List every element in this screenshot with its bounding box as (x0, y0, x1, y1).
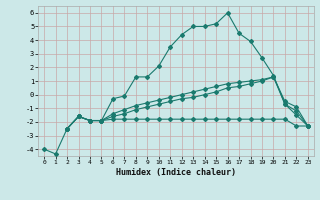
X-axis label: Humidex (Indice chaleur): Humidex (Indice chaleur) (116, 168, 236, 177)
